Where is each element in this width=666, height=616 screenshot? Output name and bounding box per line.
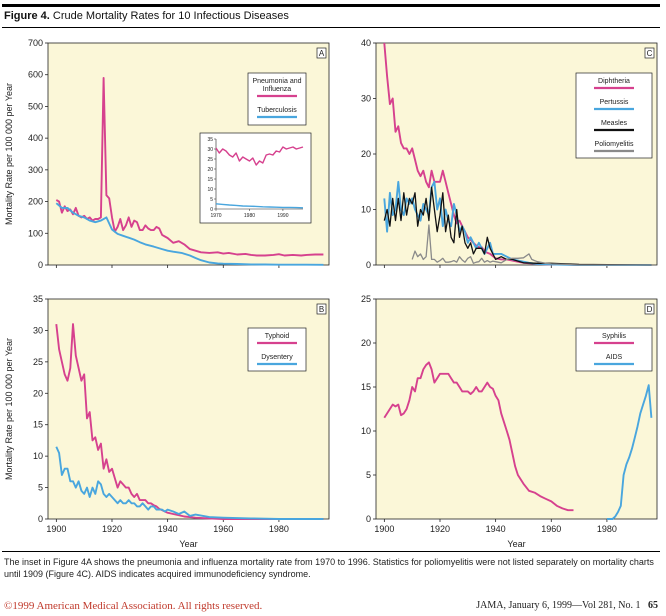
y-tick-label: 35 — [33, 294, 43, 304]
x-axis-label: Year — [507, 539, 525, 549]
y-tick-label: 25 — [361, 294, 371, 304]
y-tick-label: 20 — [361, 338, 371, 348]
panel-C: 0 10 20 30 40 C Diphtheria Pertussis Measles Poli… — [361, 38, 658, 270]
y-tick-label: 15 — [361, 382, 371, 392]
panel-letter: C — [647, 49, 653, 58]
x-tick-label: 1960 — [541, 524, 561, 534]
y-tick-label: 500 — [28, 101, 43, 111]
y-tick-label: 5 — [366, 470, 371, 480]
y-tick-label: 0 — [366, 260, 371, 270]
inset-series-tuberculosis — [215, 203, 304, 209]
journal-text: JAMA, January 6, 1999—Vol 281, No. 1 — [476, 600, 641, 611]
x-tick-label: 1940 — [486, 524, 506, 534]
panel-letter: A — [319, 49, 325, 58]
x-tick-label: 1900 — [46, 524, 66, 534]
y-tick-label: 400 — [28, 133, 43, 143]
top-rule — [2, 4, 660, 7]
legend-label: Tuberculosis — [257, 107, 297, 114]
series-aids — [606, 384, 653, 520]
y-tick-label: 10 — [33, 451, 43, 461]
title-rule — [2, 27, 660, 28]
inset-y-tick-label: 10 — [207, 187, 213, 193]
inset-x-tick-label: 1970 — [210, 213, 221, 219]
inset-frame — [199, 132, 312, 224]
y-tick-label: 0 — [366, 514, 371, 524]
inset-y-tick-label: 35 — [207, 137, 213, 143]
y-tick-label: 15 — [33, 420, 43, 430]
figure-title-text: Crude Mortality Rates for 10 Infectious … — [52, 10, 289, 22]
inset-chart: 0 5 10 15 20 25 30 35 1970 1980 1990 — [199, 132, 312, 224]
series-typhoid — [55, 323, 324, 520]
y-tick-label: 700 — [28, 38, 43, 48]
x-tick-label: 1920 — [430, 524, 450, 534]
series-measles — [383, 186, 652, 266]
caption-rule — [2, 551, 660, 552]
inset-x-tick-label: 1980 — [244, 213, 255, 219]
panel-letter-box — [316, 303, 327, 315]
legend-label: Poliomyelitis — [595, 141, 634, 148]
y-tick-label: 300 — [28, 165, 43, 175]
series-pertussis — [383, 180, 652, 266]
y-tick-label: 100 — [28, 228, 43, 238]
y-axis-label: Mortality Rate per 100 000 per Year — [4, 83, 14, 225]
panel-letter: D — [647, 305, 653, 314]
legend-label: Pneumonia and Influenza — [252, 78, 301, 93]
y-tick-label: 0 — [38, 514, 43, 524]
series-syphilis — [383, 361, 574, 512]
figure-caption: The inset in Figure 4A shows the pneumon… — [4, 557, 654, 579]
series-poliomyelitis — [411, 224, 652, 266]
inset-y-tick-label: 30 — [207, 147, 213, 153]
legend-label: Pertussis — [600, 99, 629, 106]
legend-label: Syphilis — [602, 333, 627, 340]
panel-letter-box — [644, 47, 655, 59]
panel-letter-box — [644, 303, 655, 315]
x-tick-label: 1900 — [374, 524, 394, 534]
legend-label: AIDS — [606, 354, 623, 361]
y-tick-label: 600 — [28, 70, 43, 80]
legend-label: Measles — [601, 120, 628, 127]
inset-y-tick-label: 5 — [210, 197, 213, 203]
y-tick-label: 40 — [361, 38, 371, 48]
x-axis-label: Year — [179, 539, 197, 549]
x-tick-label: 1960 — [213, 524, 233, 534]
inset-x-tick-label: 1990 — [277, 213, 288, 219]
inset-y-tick-label: 20 — [207, 167, 213, 173]
inset-y-tick-label: 25 — [207, 157, 213, 163]
y-tick-label: 10 — [361, 426, 371, 436]
legend-label: Dysentery — [261, 354, 293, 361]
panel-letter-box — [316, 47, 327, 59]
y-axis-label: Mortality Rate per 100 000 per Year — [4, 338, 14, 480]
x-tick-label: 1980 — [597, 524, 617, 534]
y-tick-label: 25 — [33, 357, 43, 367]
inset-y-tick-label: 15 — [207, 177, 213, 183]
x-tick-label: 1940 — [158, 524, 178, 534]
copyright: ©1999 American Medical Association. All … — [4, 600, 263, 612]
y-tick-label: 200 — [28, 197, 43, 207]
y-tick-label: 0 — [38, 260, 43, 270]
x-tick-label: 1980 — [269, 524, 289, 534]
journal-citation: JAMA, January 6, 1999—Vol 281, No. 1 65 — [476, 600, 658, 611]
figure-title: Figure 4. Crude Mortality Rates for 10 I… — [4, 10, 289, 22]
page-number: 65 — [648, 600, 658, 611]
figure-label: Figure 4. — [4, 10, 50, 22]
y-tick-label: 10 — [361, 205, 371, 215]
inset-series-pneumonia-and-influenza — [215, 146, 304, 166]
y-tick-label: 30 — [33, 325, 43, 335]
legend-label: Typhoid — [265, 333, 290, 340]
series-tuberculosis — [55, 202, 324, 266]
inset-y-tick-label: 0 — [210, 207, 213, 213]
y-tick-label: 20 — [361, 149, 371, 159]
y-tick-label: 20 — [33, 388, 43, 398]
panel-D: 0 5 10 15 20 25 1900 1920 1940 1960 1980 D Syphilis A… — [361, 294, 658, 549]
series-dysentery — [55, 446, 324, 520]
panel-letter: B — [319, 305, 324, 314]
legend-label: Diphtheria — [598, 78, 630, 85]
y-tick-label: 30 — [361, 94, 371, 104]
x-tick-label: 1920 — [102, 524, 122, 534]
y-tick-label: 5 — [38, 483, 43, 493]
panel-B: 0 5 10 15 20 25 30 35 1900 1920 1940 1960 1980 B Typho… — [4, 294, 330, 549]
